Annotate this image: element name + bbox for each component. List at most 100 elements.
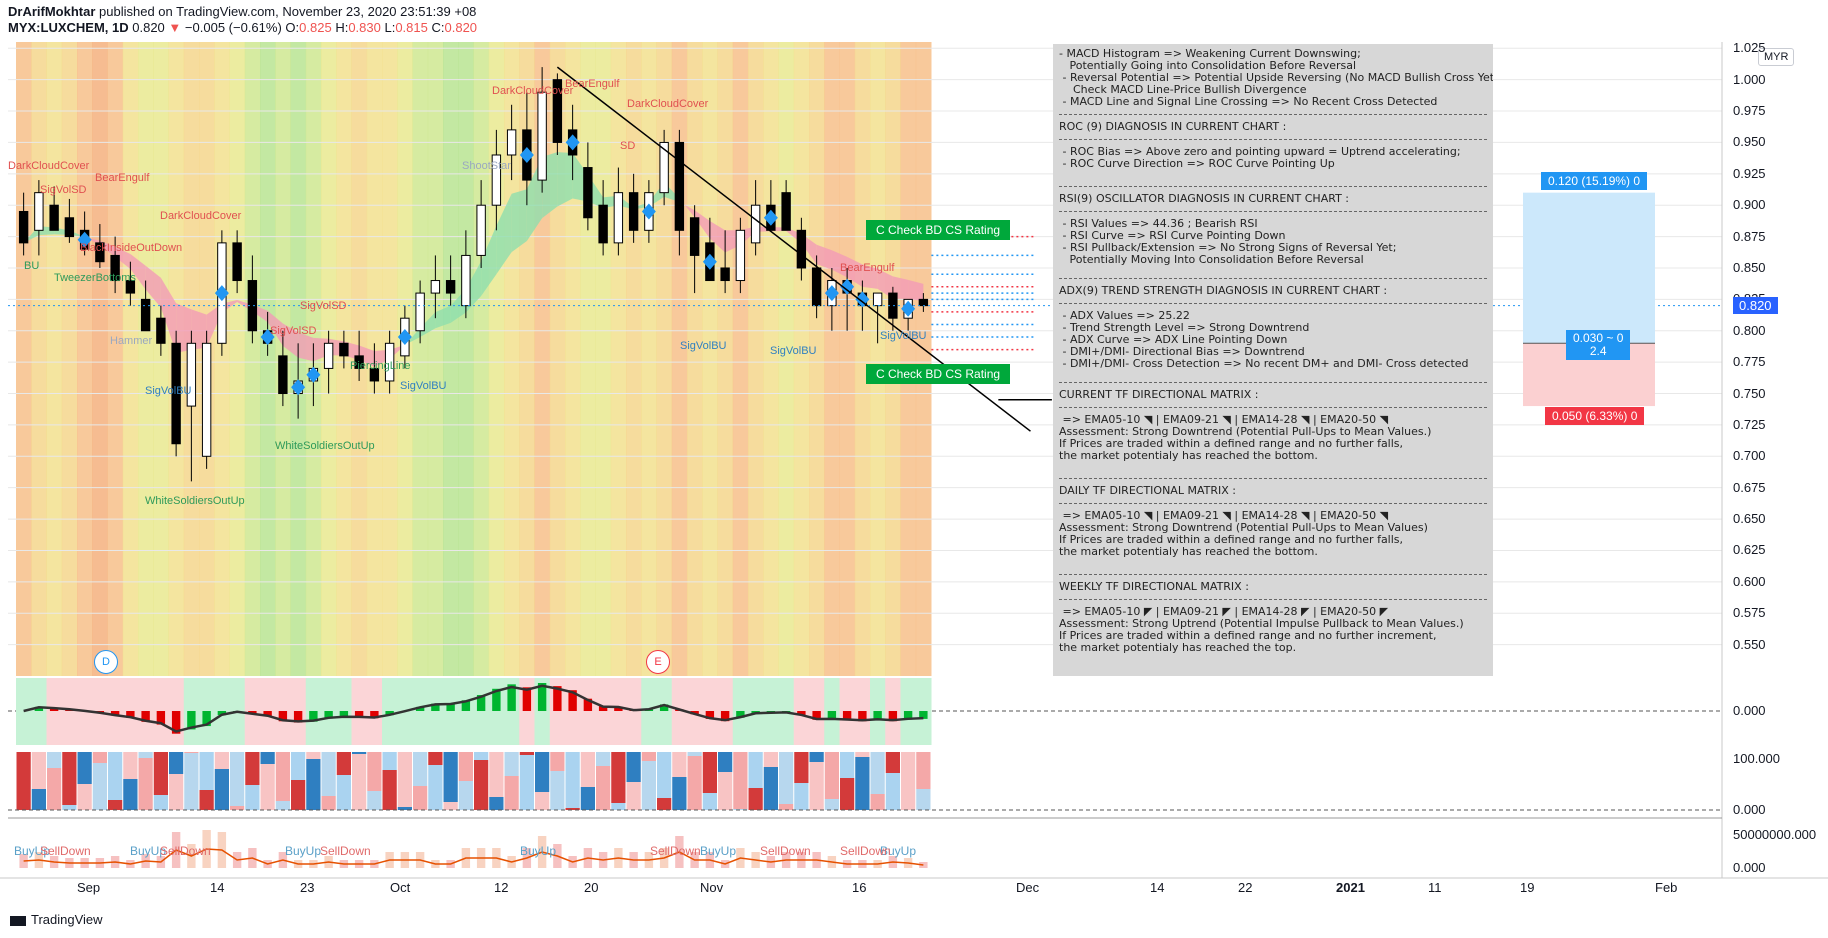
macd-bar: [553, 686, 562, 711]
oscillator-block: [153, 752, 168, 795]
oscillator-block: [413, 786, 428, 810]
volume-signal-label: SellDown: [650, 844, 701, 858]
rsi-title: RSI(9) OSCILLATOR DIAGNOSIS IN CURRENT C…: [1059, 192, 1349, 205]
heat-band: [809, 42, 825, 676]
oscillator-block: [474, 752, 489, 760]
candle-body: [186, 342, 197, 407]
pattern-label: SD: [620, 140, 636, 152]
earnings-marker[interactable]: E: [646, 650, 670, 674]
volume-signal-label: BuyUp: [880, 844, 917, 858]
macd-band: [565, 678, 581, 745]
oscillator-block: [169, 752, 184, 774]
price-tick-label: 0.650: [1733, 511, 1766, 527]
oscillator-block: [763, 752, 778, 767]
signal-diamond: [77, 231, 92, 248]
oscillator-block: [31, 789, 46, 810]
macd-bar: [339, 711, 349, 718]
oscillator-block: [596, 766, 611, 810]
heat-band: [138, 42, 154, 676]
oscillator-block: [214, 752, 229, 769]
macd-bar: [141, 711, 150, 722]
volume-signal-label: BuyUp: [520, 844, 557, 858]
macd-bar: [598, 706, 608, 711]
signal-diamond: [763, 209, 778, 226]
pattern-label: TweezerBottoms: [54, 272, 136, 284]
candle-body: [781, 192, 791, 231]
macd-bar: [736, 711, 745, 718]
macd-bar: [110, 711, 120, 716]
oscillator-block: [901, 752, 916, 810]
heat-band: [900, 42, 917, 676]
signal-diamond: [901, 300, 916, 317]
heat-band: [915, 42, 932, 676]
price-tick-label: 0.700: [1733, 448, 1766, 464]
signal-diamond: [519, 146, 534, 163]
pattern-label: BearEngulf: [565, 78, 620, 90]
macd-bar: [568, 690, 577, 711]
macd-band: [641, 678, 657, 745]
macd-bar: [507, 684, 516, 711]
oscillator-block: [794, 752, 809, 783]
price-tick-label: 0.575: [1733, 605, 1766, 621]
heat-band: [214, 42, 230, 676]
oscillator-block: [702, 793, 717, 810]
candle-body: [445, 280, 456, 294]
heat-band: [824, 42, 840, 676]
position-ratio-label[interactable]: 0.030 ~ 0 2.4: [1566, 330, 1631, 360]
candle-body: [278, 355, 288, 395]
position-target-label[interactable]: 0.120 (15.19%) 0: [1541, 172, 1648, 190]
oscillator-block: [184, 752, 199, 753]
price-tick-label: 0.875: [1733, 228, 1766, 244]
dividend-marker[interactable]: D: [94, 650, 118, 674]
oscillator-block: [748, 788, 763, 810]
candle-body: [232, 242, 242, 282]
heat-band: [458, 42, 474, 676]
publish-info: published on TradingView.com, November 2…: [99, 4, 477, 19]
ema-ribbon-segment: [862, 264, 878, 289]
oscillator-block: [245, 752, 260, 785]
oscillator-block: [733, 809, 748, 810]
oscillator-block: [916, 752, 931, 789]
candle-body: [735, 229, 746, 282]
macd-bar: [370, 711, 379, 719]
check-rating-button-bottom[interactable]: C Check BD CS Rating: [866, 364, 1011, 384]
oscillator-block: [260, 764, 275, 810]
macd-bar: [583, 698, 593, 711]
candle-body: [796, 229, 807, 269]
oscillator-block: [596, 752, 611, 766]
heat-band: [732, 42, 749, 676]
macd-band: [488, 678, 505, 745]
currency-badge[interactable]: MYR: [1758, 48, 1795, 66]
oscillator-block: [428, 752, 443, 765]
signal-diamond: [291, 379, 306, 396]
ema-ribbon-segment: [709, 221, 726, 253]
ema-ribbon-segment: [816, 244, 832, 270]
ema-ribbon-segment: [298, 332, 314, 362]
oscillator-block: [611, 752, 626, 803]
divider: [1059, 503, 1487, 504]
macd-bar: [720, 711, 730, 722]
check-rating-button-top[interactable]: C Check BD CS Rating: [866, 220, 1011, 240]
ema-ribbon-segment: [115, 246, 131, 269]
osc-high-label: 100.000: [1733, 751, 1780, 766]
divider: [1059, 278, 1487, 279]
pattern-label: BearEngulf: [840, 262, 895, 274]
pattern-label: SigVolSD: [300, 300, 347, 312]
oscillator-block: [123, 752, 138, 779]
candle-body: [384, 342, 395, 382]
tradingview-brand[interactable]: TradingView: [10, 912, 103, 927]
oscillator-block: [885, 773, 900, 810]
time-tick-label: 14: [1150, 880, 1165, 895]
divider: [1059, 211, 1487, 212]
volume-signal-label: BuyUp: [14, 844, 51, 858]
author-name[interactable]: DrArifMokhtar: [8, 4, 96, 19]
macd-bar: [156, 711, 166, 725]
candle-body: [125, 280, 136, 294]
macd-bar: [385, 711, 394, 716]
signal-diamond: [260, 329, 275, 346]
oscillator-block: [367, 791, 382, 810]
pattern-label: Hammer: [110, 335, 153, 347]
oscillator-block: [138, 752, 153, 758]
position-stop-label[interactable]: 0.050 (6.33%) 0: [1545, 407, 1645, 425]
